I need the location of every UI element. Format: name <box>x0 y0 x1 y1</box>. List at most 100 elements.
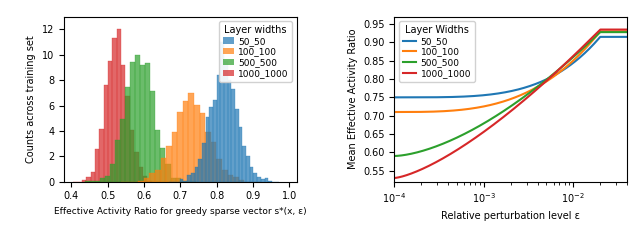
1000_1000 <box>559 65 566 68</box>
100_100 <box>467 107 474 110</box>
500_500 <box>623 31 631 33</box>
Y-axis label: Counts across training set: Counts across training set <box>26 35 36 163</box>
Bar <box>115 140 120 182</box>
100_100 <box>419 110 426 113</box>
Bar <box>138 181 144 182</box>
Bar <box>250 167 253 182</box>
Bar <box>113 38 116 182</box>
Bar <box>131 62 135 182</box>
50_50 <box>559 69 566 72</box>
100_100 <box>559 68 566 71</box>
Bar <box>239 180 244 182</box>
50_50 <box>483 93 490 96</box>
50_50 <box>596 35 604 38</box>
Bar <box>216 159 222 182</box>
Bar <box>187 175 191 182</box>
Bar <box>110 164 115 182</box>
Bar <box>246 156 250 182</box>
1000_1000 <box>467 140 474 143</box>
Bar <box>200 113 205 182</box>
Bar <box>183 101 189 182</box>
Bar <box>180 181 186 182</box>
Bar <box>95 148 99 182</box>
Bar <box>195 167 198 182</box>
Legend: 50_50, 100_100, 500_500, 1000_1000: 50_50, 100_100, 500_500, 1000_1000 <box>219 21 292 82</box>
Bar <box>125 87 131 182</box>
Bar <box>189 93 194 182</box>
50_50 <box>419 96 426 99</box>
Bar <box>90 181 95 182</box>
Bar <box>95 181 100 182</box>
Bar <box>120 119 125 182</box>
Bar <box>243 147 246 182</box>
Bar <box>175 179 180 182</box>
Bar <box>99 129 104 182</box>
Bar <box>205 132 211 182</box>
Bar <box>155 170 161 182</box>
Bar <box>170 178 175 182</box>
50_50 <box>537 80 545 83</box>
Line: 1000_1000: 1000_1000 <box>394 30 627 178</box>
Bar <box>149 173 155 182</box>
Bar <box>224 61 228 182</box>
Bar <box>191 181 196 182</box>
500_500 <box>483 120 490 123</box>
Bar <box>177 112 183 182</box>
Bar <box>172 132 177 182</box>
Bar <box>186 181 191 182</box>
Bar <box>121 65 125 182</box>
Bar <box>216 75 220 182</box>
Bar <box>150 91 156 182</box>
Bar <box>161 158 166 182</box>
Bar <box>105 176 110 182</box>
Bar <box>140 65 145 182</box>
Bar <box>233 177 239 182</box>
Bar <box>138 167 143 182</box>
500_500 <box>390 155 398 158</box>
Bar <box>253 174 257 182</box>
Bar <box>147 181 152 182</box>
Bar <box>220 42 224 182</box>
X-axis label: Relative perturbation level ε: Relative perturbation level ε <box>442 211 580 221</box>
Bar <box>194 105 200 182</box>
Bar <box>130 130 134 182</box>
Bar <box>143 176 147 182</box>
Bar <box>257 177 261 182</box>
500_500 <box>559 65 566 68</box>
Bar <box>166 146 172 182</box>
Bar <box>135 55 140 182</box>
Bar <box>156 130 161 182</box>
1000_1000 <box>537 84 545 87</box>
Bar <box>144 178 149 182</box>
Bar <box>239 127 243 182</box>
50_50 <box>623 35 631 38</box>
100_100 <box>483 104 490 107</box>
Line: 100_100: 100_100 <box>394 31 627 112</box>
Bar <box>108 61 113 182</box>
500_500 <box>596 31 604 33</box>
Bar <box>90 172 95 182</box>
X-axis label: Effective Activity Ratio for greedy sparse vector s*(x, ε): Effective Activity Ratio for greedy spar… <box>54 207 307 216</box>
100_100 <box>560 67 568 70</box>
Bar <box>82 180 86 182</box>
Bar <box>232 89 235 182</box>
Bar <box>184 180 187 182</box>
Bar <box>211 142 216 182</box>
500_500 <box>419 149 426 152</box>
Line: 500_500: 500_500 <box>394 32 627 156</box>
50_50 <box>467 95 474 98</box>
1000_1000 <box>560 64 568 66</box>
Bar <box>202 143 205 182</box>
Bar <box>268 180 272 182</box>
50_50 <box>390 96 398 99</box>
Line: 50_50: 50_50 <box>394 37 627 97</box>
Bar <box>104 85 108 182</box>
100_100 <box>390 111 398 114</box>
100_100 <box>596 30 604 33</box>
Legend: 50_50, 100_100, 500_500, 1000_1000: 50_50, 100_100, 500_500, 1000_1000 <box>399 21 475 82</box>
1000_1000 <box>596 28 604 31</box>
Bar <box>222 170 228 182</box>
100_100 <box>537 83 545 86</box>
500_500 <box>560 64 568 67</box>
Bar <box>134 152 138 182</box>
